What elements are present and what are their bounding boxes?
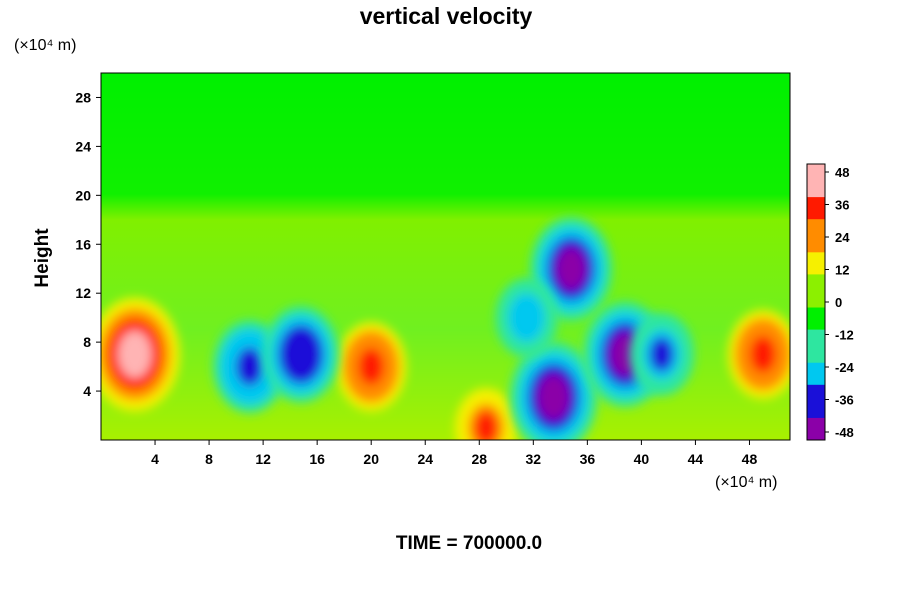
y-tick-label: 16 xyxy=(75,236,91,252)
y-unit-label: (×10⁴ m) xyxy=(14,37,76,54)
field-feature-1 xyxy=(727,309,790,400)
x-axis: 4 8 12 16 20 24 28 32 36 40 44 48 xyxy=(151,440,757,467)
colorbar-segment xyxy=(807,362,825,375)
x-tick-label: 40 xyxy=(634,451,650,467)
colorbar-segment xyxy=(807,318,825,331)
y-axis-label: Height xyxy=(32,228,53,288)
y-tick-label: 12 xyxy=(75,285,91,301)
field-feature-0 xyxy=(101,297,180,412)
field-contour xyxy=(537,374,570,421)
field-feature-3 xyxy=(455,388,517,440)
y-tick-label: 4 xyxy=(83,383,91,399)
field-contour xyxy=(236,347,264,386)
colorbar-segment xyxy=(807,384,825,397)
time-label: TIME = 700000.0 xyxy=(396,533,542,554)
y-tick-label: 24 xyxy=(75,138,91,154)
field-contour xyxy=(358,348,385,386)
x-tick-label: 24 xyxy=(417,451,433,467)
field-feature-2 xyxy=(336,321,407,412)
x-unit-label: (×10⁴ m) xyxy=(715,474,777,491)
x-tick-label: 32 xyxy=(526,451,542,467)
x-tick-label: 44 xyxy=(688,451,704,467)
colorbar-segment xyxy=(807,263,825,275)
colorbar-segment xyxy=(807,406,825,419)
colorbar-segment xyxy=(807,329,825,342)
colorbar-segment xyxy=(807,197,825,209)
colorbar-segment xyxy=(807,252,825,264)
field-contour xyxy=(649,337,674,372)
y-axis: 4 8 12 16 20 24 28 xyxy=(75,89,101,399)
colorbar-segment xyxy=(807,241,825,253)
field-contour xyxy=(556,247,587,291)
field-feature-9 xyxy=(262,306,339,403)
field-contour xyxy=(750,335,776,373)
colorbar-segment xyxy=(807,428,825,441)
colorbar-tick-label: -12 xyxy=(835,328,854,343)
colorbar-tick-label: 12 xyxy=(835,263,849,278)
y-tick-label: 8 xyxy=(83,334,91,350)
field-contour xyxy=(118,330,152,378)
plot-area xyxy=(101,73,790,440)
colorbar-segment xyxy=(807,417,825,430)
colorbar-tick-label: 48 xyxy=(835,165,849,180)
x-tick-label: 48 xyxy=(742,451,758,467)
x-tick-label: 28 xyxy=(471,451,487,467)
colorbar-tick-label: -24 xyxy=(835,360,855,375)
x-tick-label: 12 xyxy=(255,451,271,467)
x-tick-label: 20 xyxy=(363,451,379,467)
colorbar-segment xyxy=(807,340,825,353)
colorbar-segment xyxy=(807,373,825,386)
field-feature-7 xyxy=(629,313,694,396)
y-tick-label: 20 xyxy=(75,187,91,203)
colorbar-tick-label: 24 xyxy=(835,230,850,245)
colorbar-segment xyxy=(807,164,825,176)
colorbar-tick-label: 0 xyxy=(835,295,842,310)
x-tick-label: 16 xyxy=(309,451,325,467)
chart-title: vertical velocity xyxy=(360,3,533,29)
colorbar-tick-label: -36 xyxy=(835,393,854,408)
colorbar-segment xyxy=(807,208,825,220)
colorbar: 48 36 24 12 0 -12 -24 -36 -48 xyxy=(806,163,855,441)
field-feature-10 xyxy=(495,278,558,358)
field-contour xyxy=(474,411,498,440)
colorbar-tick-label: -48 xyxy=(835,425,854,440)
colorbar-segment xyxy=(807,230,825,242)
field-contour xyxy=(286,334,315,375)
colorbar-segment xyxy=(807,351,825,364)
velocity-field xyxy=(101,217,790,440)
y-tick-label: 28 xyxy=(75,89,91,105)
x-tick-label: 8 xyxy=(205,451,213,467)
colorbar-segment xyxy=(807,296,825,309)
colorbar-segment xyxy=(807,219,825,231)
x-tick-label: 36 xyxy=(580,451,596,467)
field-feature-4 xyxy=(509,342,598,440)
colorbar-segment xyxy=(807,274,825,286)
colorbar-tick-label: 36 xyxy=(835,198,849,213)
colorbar-segment xyxy=(807,186,825,198)
plot-border xyxy=(100,72,791,441)
colorbar-segment xyxy=(807,395,825,408)
x-tick-label: 4 xyxy=(151,451,159,467)
colorbar-segment xyxy=(807,307,825,320)
colorbar-segment xyxy=(807,175,825,187)
field-contour xyxy=(515,301,538,335)
colorbar-segment xyxy=(807,285,825,297)
